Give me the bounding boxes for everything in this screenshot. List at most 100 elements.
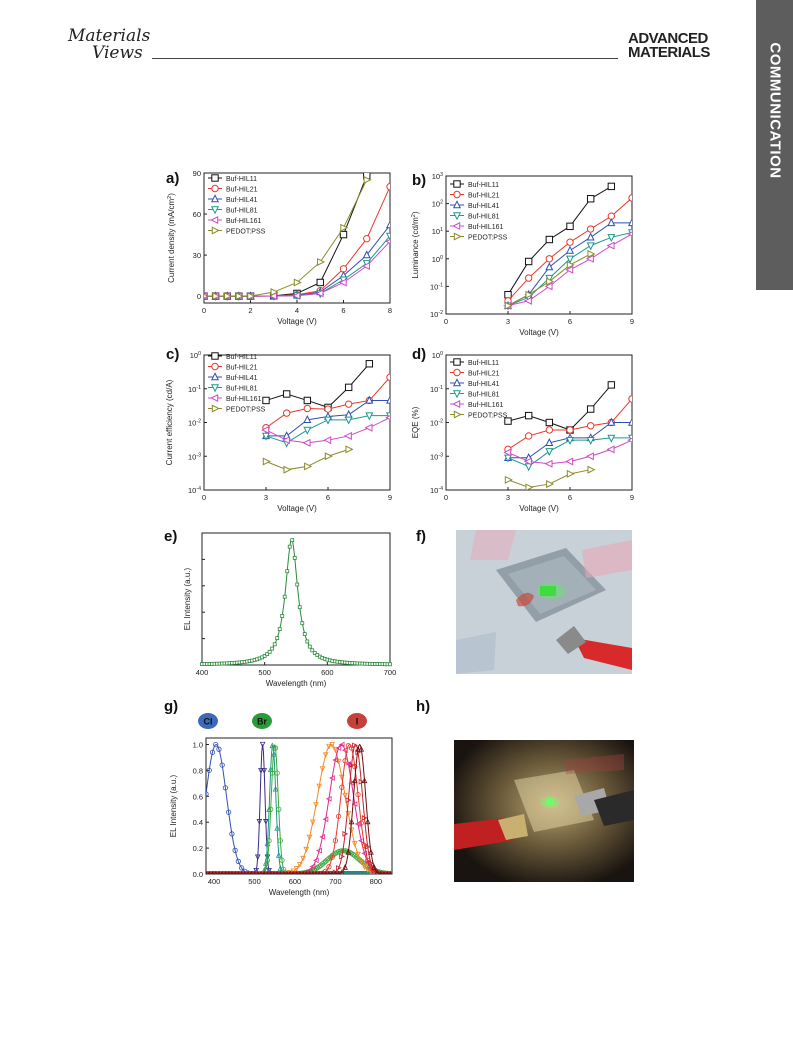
data-point [355,851,361,858]
data-point [303,846,310,853]
data-point [277,627,282,632]
data-point [385,239,390,244]
data-point [259,741,266,748]
panel-c-label: c) [166,346,180,363]
data-point [261,768,268,774]
x-tick-label: 600 [321,668,334,677]
data-point [504,301,513,310]
data-point [342,758,348,764]
journal-left-line2: Views [92,43,143,63]
series-line-3 [204,224,390,297]
data-point [219,871,226,874]
data-point [213,871,219,874]
data-point [292,555,297,560]
data-point [335,745,342,751]
x-tick-label: 700 [384,668,397,677]
data-point [607,434,616,443]
y-axis-label: EL Intensity (a.u.) [183,567,192,630]
x-tick-label: 6 [326,493,330,502]
data-point [627,417,632,426]
data-point [204,293,209,299]
legend: Buf-HIL11 Buf-HIL21 Buf-HIL41 Buf-HIL81 Buf-… [450,358,508,419]
legend-label: Buf-HIL11 [226,176,257,183]
data-point [361,777,368,784]
data-point [361,843,368,849]
data-point [378,870,383,874]
data-point [275,636,280,641]
legend-label: Buf-HIL21 [226,186,258,193]
series-line-1 [265,363,370,408]
chart-e: 400 500 600 700 Wavelength (nm) EL Intensity … [183,532,397,688]
tick-label: 10-1 [430,385,443,394]
chart-g: Cl Br I 400 500 600 700 800 0.0 0.2 0.4 0.6 0.8 1.0 Wa… [169,713,393,897]
y-tick-label: 1.0 [193,740,203,749]
x-tick-label: 4 [295,306,299,315]
journal-right-line1: ADVANCED [628,30,708,47]
data-point [345,761,351,767]
data-point [327,870,331,874]
data-point [329,775,335,781]
data-point [238,865,245,871]
x-tick-label: 6 [568,493,572,502]
data-point [361,850,368,857]
legend-marker [211,226,220,235]
data-point [364,818,371,825]
data-point [274,824,281,831]
data-point [262,457,271,466]
chart-c: 0 3 6 9 10-4 10-3 10-2 10-1 100 Voltage (V) Curren… [165,351,392,513]
legend-marker [210,194,220,203]
data-point [545,426,554,434]
data-point [586,232,595,241]
data-point [524,257,533,266]
data-point [546,480,555,489]
legend-label: Buf-HIL21 [468,370,500,377]
data-point [504,291,512,299]
data-point [343,431,352,440]
data-point [566,260,575,269]
data-point [293,866,300,872]
data-point [303,871,310,874]
plot-frame [445,175,633,315]
data-point [302,438,311,447]
legend-label: Buf-HIL21 [468,192,500,199]
x-tick-label: 8 [388,306,392,315]
x-tick-label: 800 [370,877,383,886]
data-point [287,871,294,874]
tick-label: 100 [190,351,201,360]
x-axis-label: Wavelength (nm) [269,888,330,897]
data-point [525,483,534,490]
x-tick-label: 6 [341,306,345,315]
data-point [229,871,235,874]
data-point [324,857,330,863]
data-point [282,390,291,398]
data-point [361,262,370,271]
device-photo-green [456,530,632,674]
x-axis-label: Wavelength (nm) [266,679,327,688]
data-point [281,871,287,874]
data-point [607,417,616,426]
x-tick-label: 0 [444,317,448,326]
data-point [545,262,554,271]
data-point [317,257,326,266]
series-line-5 [204,241,390,297]
data-point [340,223,349,232]
data-point [296,862,303,868]
data-point [277,871,284,874]
panel-h: h) [416,697,636,887]
data-point [264,871,271,874]
data-point [627,437,632,443]
data-point [312,857,319,864]
data-point [303,415,312,424]
data-point [297,871,303,874]
data-point [332,747,339,754]
data-point [565,255,575,264]
data-point [365,395,374,404]
legend-marker [452,399,461,409]
legend-label: Buf-HIL81 [226,385,258,392]
data-point [385,415,390,420]
data-point [321,860,327,866]
section-tab-label: COMMUNICATION [766,42,783,179]
x-tick-label: 9 [388,493,392,502]
tick-label: 10-2 [430,310,443,319]
data-point [336,813,342,819]
